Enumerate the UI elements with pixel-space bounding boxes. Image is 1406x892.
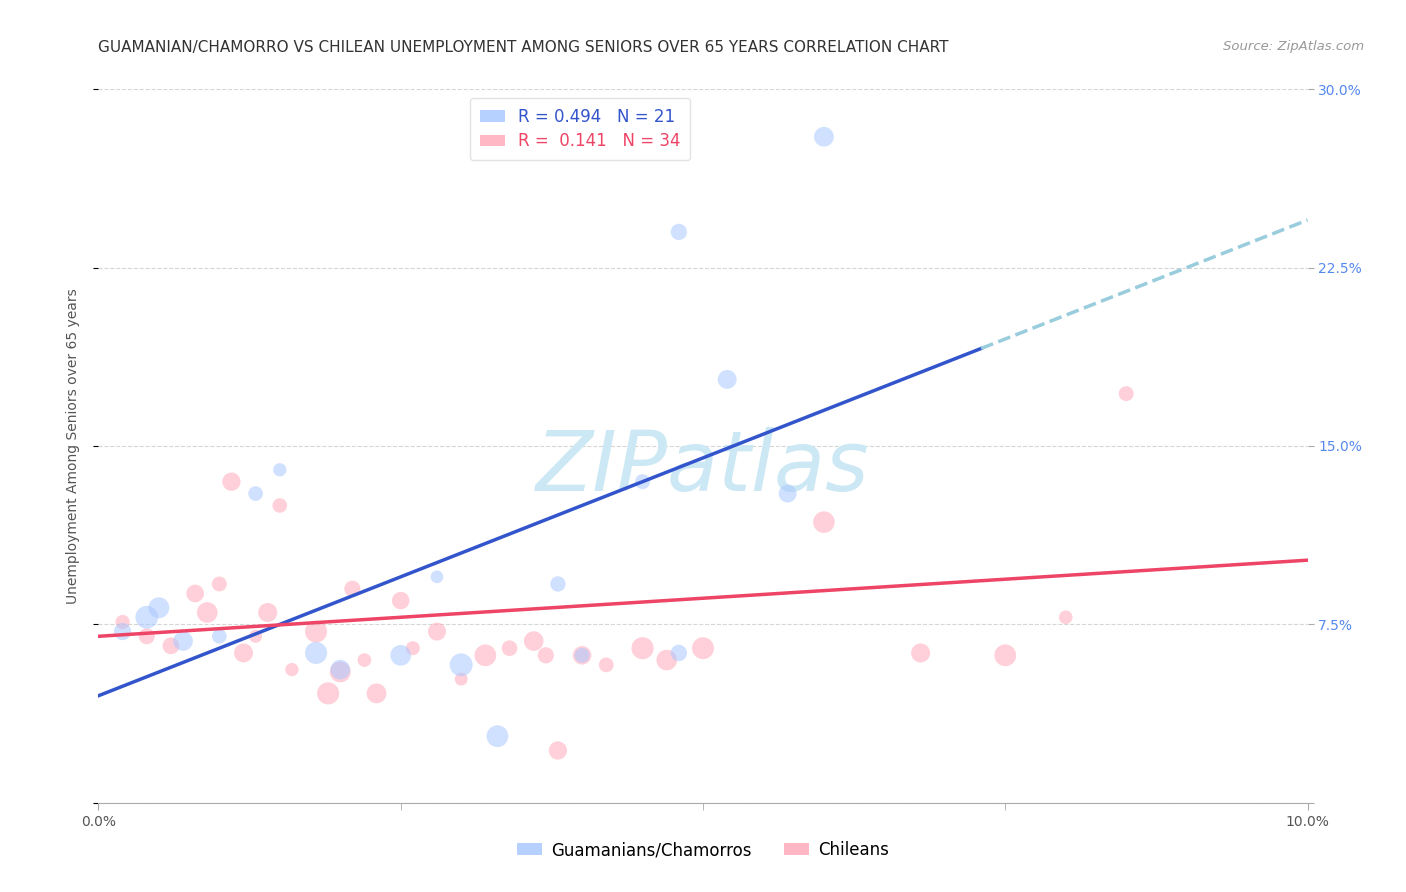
Point [389,648,412,663]
Point [692,641,714,656]
Point [208,577,231,591]
Y-axis label: Unemployment Among Seniors over 65 years: Unemployment Among Seniors over 65 years [66,288,80,604]
Point [111,615,134,629]
Legend: Guamanians/Chamorros, Chileans: Guamanians/Chamorros, Chileans [510,835,896,866]
Point [1115,386,1137,401]
Point [994,648,1017,663]
Point [232,646,254,660]
Point [269,463,291,477]
Point [148,600,170,615]
Point [353,653,375,667]
Point [716,372,738,386]
Text: GUAMANIAN/CHAMORRO VS CHILEAN UNEMPLOYMENT AMONG SENIORS OVER 65 YEARS CORRELATI: GUAMANIAN/CHAMORRO VS CHILEAN UNEMPLOYME… [98,40,949,55]
Point [595,657,617,672]
Point [111,624,134,639]
Point [221,475,243,489]
Point [135,629,157,643]
Point [655,653,678,667]
Point [195,606,218,620]
Point [184,586,207,600]
Point [208,629,231,643]
Point [450,657,472,672]
Point [571,648,593,663]
Point [172,634,194,648]
Point [245,629,267,643]
Point [523,634,546,648]
Point [342,582,364,596]
Point [426,624,449,639]
Point [450,672,472,686]
Point [813,129,835,144]
Point [631,475,654,489]
Point [245,486,267,500]
Point [498,641,520,656]
Point [269,499,291,513]
Point [305,624,328,639]
Text: Source: ZipAtlas.com: Source: ZipAtlas.com [1223,40,1364,54]
Point [631,641,654,656]
Point [135,610,157,624]
Point [389,593,412,607]
Point [474,648,496,663]
Point [668,646,690,660]
Point [813,515,835,529]
Point [571,648,593,663]
Point [366,686,388,700]
Point [668,225,690,239]
Point [1054,610,1077,624]
Point [534,648,557,663]
Point [281,663,304,677]
Point [329,665,352,679]
Point [402,641,425,656]
Point [486,729,509,743]
Text: ZIPatlas: ZIPatlas [536,427,870,508]
Point [426,570,449,584]
Point [776,486,799,500]
Point [160,639,183,653]
Point [256,606,278,620]
Point [547,743,569,757]
Point [329,663,352,677]
Point [316,686,339,700]
Point [910,646,932,660]
Point [305,646,328,660]
Point [547,577,569,591]
